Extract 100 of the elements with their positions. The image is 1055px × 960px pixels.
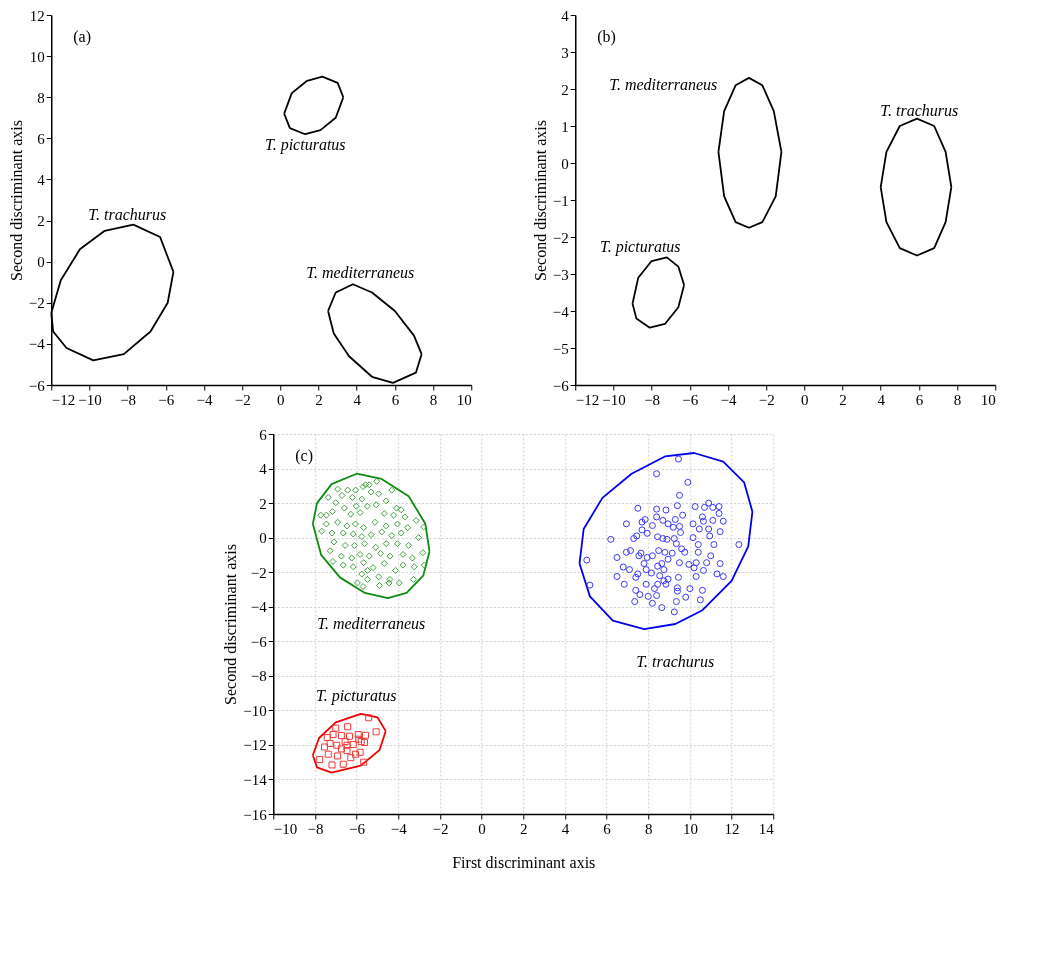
point bbox=[352, 750, 360, 758]
point bbox=[357, 738, 365, 746]
point bbox=[332, 724, 340, 732]
x-tick-label: 14 bbox=[758, 820, 775, 837]
x-tick-label: 2 bbox=[839, 391, 847, 408]
x-tick-label: −12 bbox=[51, 391, 76, 408]
point bbox=[323, 733, 331, 741]
x-tick-label: 8 bbox=[429, 391, 438, 408]
y-tick-label: −10 bbox=[243, 702, 267, 719]
annotation: T. mediterraneus bbox=[306, 264, 415, 281]
x-tick-label: −8 bbox=[120, 391, 137, 408]
x-tick-label: −10 bbox=[602, 391, 626, 408]
point bbox=[343, 741, 351, 749]
point bbox=[372, 728, 380, 736]
annotation: (b) bbox=[597, 28, 616, 46]
y-tick-label: 0 bbox=[561, 155, 569, 172]
y-tick-label: −2 bbox=[552, 229, 569, 246]
annotation: T. mediterraneus bbox=[609, 76, 718, 93]
x-tick-label: 2 bbox=[315, 391, 323, 408]
x-tick-label: 4 bbox=[353, 391, 362, 408]
y-tick-label: 1 bbox=[561, 118, 569, 135]
point bbox=[356, 748, 364, 756]
annotation: (a) bbox=[73, 28, 92, 46]
x-tick-label: 6 bbox=[603, 820, 612, 837]
annotation: T. trachurus bbox=[636, 653, 715, 670]
y-tick-label: −1 bbox=[552, 192, 569, 209]
x-tick-label: 10 bbox=[980, 391, 996, 408]
y-tick-label: −4 bbox=[552, 303, 570, 320]
y-tick-label: −2 bbox=[250, 564, 267, 581]
y-tick-label: 4 bbox=[259, 461, 268, 478]
y-tick-label: 0 bbox=[259, 530, 267, 547]
y-tick-label: −12 bbox=[243, 737, 267, 754]
point bbox=[334, 752, 342, 760]
x-tick-label: 8 bbox=[953, 391, 962, 408]
x-tick-label: −8 bbox=[307, 820, 324, 837]
x-tick-label: 4 bbox=[877, 391, 886, 408]
y-tick-label: 0 bbox=[37, 254, 45, 271]
x-tick-label: −4 bbox=[196, 391, 213, 408]
point bbox=[365, 714, 373, 722]
y-tick-label: −6 bbox=[28, 377, 46, 394]
y-tick-label: 10 bbox=[29, 48, 45, 65]
y-axis-title: Second discriminant axis bbox=[222, 544, 240, 705]
annotation: T. picturatus bbox=[264, 136, 346, 154]
annotation: T. trachurus bbox=[880, 102, 959, 119]
y-tick-label: −14 bbox=[243, 771, 268, 788]
point bbox=[355, 735, 363, 743]
point bbox=[328, 761, 336, 769]
annotation: (c) bbox=[295, 447, 314, 465]
y-tick-label: −6 bbox=[552, 377, 570, 394]
x-tick-label: −4 bbox=[720, 391, 737, 408]
y-tick-label: −16 bbox=[243, 806, 268, 823]
y-tick-label: −4 bbox=[28, 336, 46, 353]
x-tick-label: −4 bbox=[390, 820, 408, 837]
point bbox=[349, 741, 357, 749]
point bbox=[343, 747, 351, 755]
point bbox=[341, 738, 349, 746]
y-tick-label: 4 bbox=[37, 171, 46, 188]
y-axis-title: Second discriminant axis bbox=[7, 120, 25, 281]
point bbox=[344, 723, 352, 731]
x-tick-label: 10 bbox=[456, 391, 472, 408]
point bbox=[337, 745, 345, 753]
annotation: T. picturatus bbox=[599, 238, 681, 256]
y-tick-label: −8 bbox=[250, 668, 267, 685]
point bbox=[360, 758, 368, 766]
x-tick-label: 2 bbox=[520, 820, 528, 837]
point bbox=[333, 741, 341, 749]
x-tick-label: −6 bbox=[349, 820, 366, 837]
y-tick-label: −5 bbox=[552, 340, 569, 357]
y-tick-label: 2 bbox=[37, 213, 45, 230]
x-tick-label: 6 bbox=[391, 391, 400, 408]
x-tick-label: 0 bbox=[801, 391, 809, 408]
x-tick-label: 0 bbox=[478, 820, 486, 837]
y-tick-label: −3 bbox=[552, 266, 569, 283]
point bbox=[326, 740, 334, 748]
annotation: T. picturatus bbox=[315, 687, 397, 705]
y-tick-label: −4 bbox=[250, 599, 268, 616]
x-tick-label: 0 bbox=[277, 391, 285, 408]
y-tick-label: 3 bbox=[561, 44, 569, 61]
y-tick-label: −6 bbox=[250, 633, 268, 650]
y-axis-title: Second discriminant axis bbox=[531, 120, 549, 281]
point bbox=[354, 731, 362, 739]
x-tick-label: −2 bbox=[758, 391, 775, 408]
x-tick-label: 8 bbox=[645, 820, 653, 837]
x-tick-label: −6 bbox=[682, 391, 699, 408]
point bbox=[324, 750, 332, 758]
annotation: T. mediterraneus bbox=[317, 615, 426, 632]
y-tick-label: 2 bbox=[259, 495, 267, 512]
y-tick-label: 6 bbox=[37, 130, 46, 147]
y-tick-label: 8 bbox=[37, 89, 45, 106]
y-tick-label: 4 bbox=[561, 7, 570, 24]
y-tick-label: 6 bbox=[259, 426, 268, 443]
point bbox=[321, 743, 328, 751]
x-axis-title: First discriminant axis bbox=[452, 853, 596, 871]
point bbox=[347, 754, 355, 762]
x-tick-label: −2 bbox=[432, 820, 449, 837]
y-tick-label: 12 bbox=[29, 7, 45, 24]
point bbox=[329, 731, 337, 739]
point bbox=[339, 760, 347, 768]
y-tick-label: 2 bbox=[561, 81, 569, 98]
point bbox=[362, 731, 370, 739]
